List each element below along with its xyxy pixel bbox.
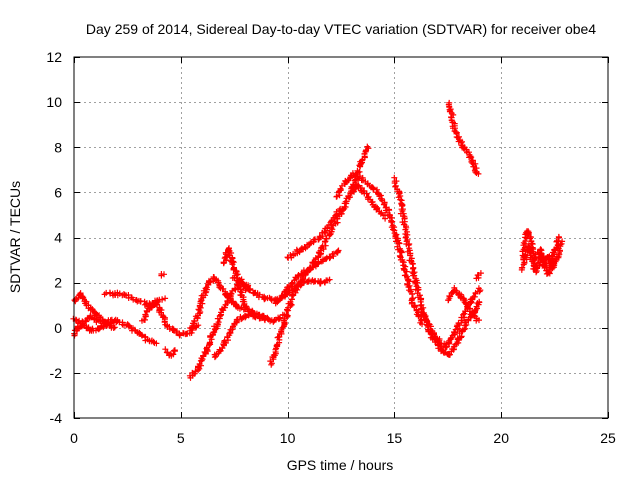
y-tick-label: 4 bbox=[54, 230, 62, 246]
data-point bbox=[156, 305, 168, 326]
data-point bbox=[469, 312, 482, 324]
data-point bbox=[472, 298, 483, 313]
data-point bbox=[229, 274, 248, 288]
data-point bbox=[397, 201, 411, 245]
series-track-04 bbox=[101, 289, 169, 310]
data-point bbox=[136, 329, 149, 344]
data-point bbox=[272, 286, 290, 307]
y-tick-label: 2 bbox=[54, 275, 62, 291]
data-point bbox=[473, 270, 484, 282]
data-point bbox=[357, 143, 372, 168]
series-track-15 bbox=[272, 247, 342, 307]
data-point bbox=[326, 247, 342, 262]
y-axis-label: SDTVAR / TECUs bbox=[7, 181, 23, 293]
data-point bbox=[195, 348, 211, 372]
y-tick-label: -4 bbox=[50, 410, 63, 426]
y-tick-label: 6 bbox=[54, 184, 62, 200]
data-point bbox=[327, 205, 345, 228]
data-point bbox=[391, 174, 406, 208]
y-tick-label: 12 bbox=[46, 49, 62, 65]
data-point bbox=[237, 292, 252, 314]
data-point bbox=[445, 287, 458, 304]
x-tick-label: 25 bbox=[600, 430, 616, 446]
series-track-12 bbox=[229, 274, 333, 306]
data-point bbox=[162, 346, 175, 359]
y-tick-label: -2 bbox=[50, 365, 63, 381]
data-points bbox=[70, 99, 566, 381]
data-point bbox=[194, 295, 206, 319]
data-point bbox=[268, 315, 283, 325]
data-point bbox=[166, 347, 178, 359]
y-tick-label: 8 bbox=[54, 139, 62, 155]
data-point bbox=[317, 276, 333, 287]
data-point bbox=[464, 149, 476, 167]
data-point bbox=[470, 160, 482, 177]
data-point bbox=[374, 204, 389, 222]
data-point bbox=[251, 312, 269, 324]
data-point bbox=[216, 282, 232, 301]
series-track-05 bbox=[139, 299, 202, 339]
series-track-20 bbox=[445, 284, 482, 324]
series-track-22 bbox=[473, 270, 484, 282]
data-point bbox=[358, 177, 373, 189]
y-tick-label: 10 bbox=[46, 94, 62, 110]
x-tick-label: 15 bbox=[387, 430, 403, 446]
series-track-09 bbox=[187, 274, 249, 331]
series-track-14 bbox=[284, 205, 345, 261]
axis-ticks: 0 5 10 15 20 25 -4 -2 0 2 4 6 8 10 12 bbox=[46, 49, 616, 446]
plot-frame bbox=[73, 56, 609, 419]
series-track-24 bbox=[519, 228, 566, 272]
series-track-07 bbox=[162, 346, 178, 359]
data-point bbox=[76, 291, 90, 309]
data-point bbox=[442, 330, 458, 351]
data-point bbox=[284, 272, 302, 293]
data-point bbox=[401, 267, 417, 309]
x-tick-label: 5 bbox=[177, 430, 185, 446]
data-point bbox=[225, 245, 236, 264]
series-track-21 bbox=[445, 99, 482, 177]
data-point bbox=[468, 285, 484, 305]
data-point bbox=[403, 238, 420, 286]
series-track-16 bbox=[333, 170, 425, 328]
series-track-06 bbox=[158, 271, 167, 279]
data-point bbox=[450, 125, 465, 146]
x-axis-label: GPS time / hours bbox=[287, 457, 394, 473]
series-track-11 bbox=[220, 245, 269, 324]
data-point bbox=[418, 305, 432, 327]
data-point bbox=[228, 258, 240, 277]
data-point bbox=[220, 330, 234, 348]
data-point bbox=[227, 317, 241, 336]
data-point bbox=[445, 99, 458, 132]
y-tick-label: 0 bbox=[54, 320, 62, 336]
data-point bbox=[211, 342, 227, 361]
data-point bbox=[158, 271, 167, 279]
data-point bbox=[393, 235, 409, 273]
grid-lines bbox=[74, 57, 608, 418]
data-point bbox=[139, 305, 151, 324]
data-point bbox=[267, 343, 281, 368]
data-point bbox=[125, 292, 141, 305]
data-point bbox=[553, 238, 566, 264]
x-tick-label: 20 bbox=[493, 430, 509, 446]
x-tick-label: 0 bbox=[70, 430, 78, 446]
data-point bbox=[144, 336, 160, 347]
data-point bbox=[198, 279, 212, 301]
data-point bbox=[411, 302, 425, 328]
series-track-03 bbox=[70, 315, 160, 347]
x-tick-label: 10 bbox=[280, 430, 296, 446]
data-point bbox=[384, 206, 400, 242]
series-track-19 bbox=[418, 285, 484, 351]
series-track-13 bbox=[267, 143, 372, 368]
series-track-17 bbox=[348, 181, 389, 222]
chart-title: Day 259 of 2014, Sidereal Day-to-day VTE… bbox=[86, 21, 596, 37]
